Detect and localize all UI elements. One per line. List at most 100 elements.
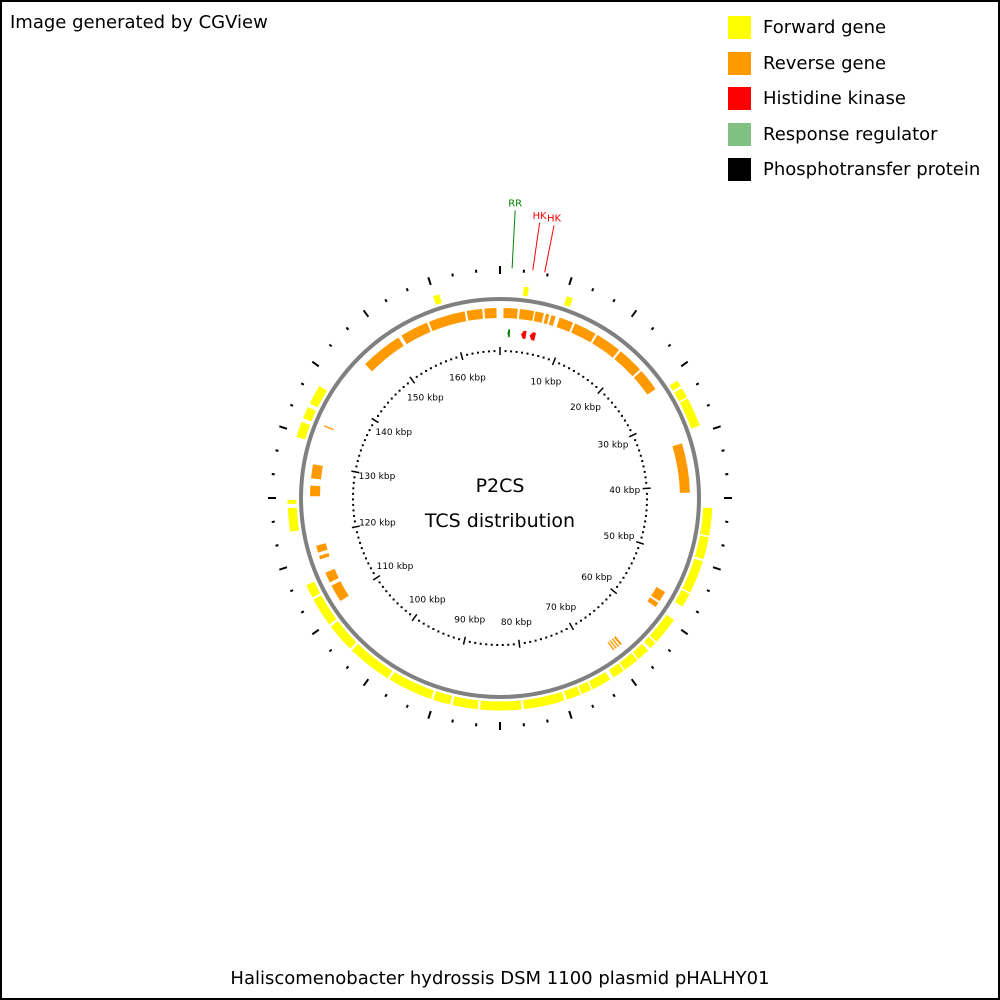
- outer-tick: [667, 648, 672, 653]
- ruler-tick-label: 70 kbp: [545, 603, 576, 613]
- ruler-minor-tick: [643, 525, 646, 528]
- ruler-minor-tick: [630, 562, 633, 565]
- ruler-tick-label: 30 kbp: [598, 441, 629, 451]
- outer-tick: [568, 277, 573, 286]
- ruler-minor-tick: [362, 552, 365, 555]
- legend-item-reverse-gene: Reverse gene: [728, 46, 980, 82]
- legend-swatch: [728, 51, 751, 75]
- ruler-major-tick: [351, 525, 360, 529]
- reverse-gene: [607, 641, 615, 651]
- ruler-minor-tick: [490, 643, 493, 646]
- ruler-minor-tick: [353, 476, 356, 479]
- forward-gene-track: [287, 286, 713, 711]
- ruler-minor-tick: [442, 632, 445, 635]
- ruler-minor-tick: [582, 375, 585, 378]
- forward-gene: [389, 671, 434, 699]
- ruler-minor-tick: [545, 636, 548, 639]
- ruler-minor-tick: [479, 642, 482, 645]
- ruler-minor-tick: [452, 636, 455, 639]
- center-subtitle: TCS distribution: [424, 510, 575, 532]
- outer-tick: [427, 710, 432, 719]
- ruler-minor-tick: [427, 625, 430, 628]
- ruler-minor-tick: [625, 572, 628, 575]
- outer-tick: [712, 566, 721, 571]
- ruler-minor-tick: [572, 369, 575, 372]
- outer-tick: [650, 665, 655, 670]
- ruler-tick-label: 100 kbp: [409, 596, 446, 606]
- outer-tick: [405, 704, 409, 709]
- forward-gene: [522, 286, 529, 297]
- outer-tick: [384, 693, 388, 698]
- ruler-minor-tick: [523, 641, 526, 644]
- reverse-gene: [484, 308, 497, 319]
- outer-tick: [546, 273, 549, 277]
- forward-gene: [563, 296, 573, 307]
- ruler-major-tick: [635, 540, 645, 545]
- ruler-major-tick: [628, 432, 637, 438]
- ruler-minor-tick: [357, 536, 360, 539]
- ruler-minor-tick: [628, 567, 631, 570]
- ruler-minor-tick: [359, 541, 362, 544]
- ruler-minor-tick: [644, 476, 647, 479]
- legend-label: Response regulator: [763, 123, 938, 145]
- feature-label: RR: [508, 198, 522, 209]
- reverse-gene: [672, 443, 690, 494]
- outer-tick: [279, 425, 288, 430]
- ruler-major-tick: [371, 417, 379, 424]
- ruler-minor-tick: [352, 492, 355, 495]
- feature-label-layer: RR HK HK: [508, 198, 562, 273]
- ruler-minor-tick: [645, 498, 648, 501]
- ruler-minor-tick: [605, 598, 608, 601]
- ruler-minor-tick: [626, 424, 629, 427]
- outer-tick: [427, 277, 432, 286]
- outer-tick: [612, 298, 616, 303]
- ruler-minor-tick: [367, 562, 370, 565]
- ruler-minor-tick: [355, 465, 358, 468]
- ruler-minor-tick: [356, 531, 359, 534]
- forward-gene: [632, 643, 649, 660]
- reverse-gene: [466, 308, 484, 321]
- ruler-minor-tick: [529, 640, 532, 643]
- outer-tick: [695, 610, 700, 614]
- ruler-minor-tick: [619, 581, 622, 584]
- legend-swatch: [728, 16, 751, 40]
- ruler-minor-tick: [352, 498, 355, 501]
- forward-gene: [306, 581, 321, 598]
- ruler-minor-tick: [358, 454, 361, 457]
- ruler-minor-tick: [629, 429, 632, 432]
- reverse-gene: [609, 639, 617, 649]
- ruler-minor-tick: [387, 401, 390, 404]
- outer-tick: [345, 326, 350, 331]
- legend-item-phosphotransfer-protein: Phosphotransfer protein: [728, 152, 980, 188]
- ruler-major-tick: [568, 622, 575, 631]
- ruler-minor-tick: [364, 557, 367, 560]
- reverse-gene: [592, 334, 620, 358]
- ruler-minor-tick: [639, 454, 642, 457]
- ruler-minor-tick: [471, 352, 474, 355]
- ruler-minor-tick: [591, 382, 594, 385]
- legend-label: Phosphotransfer protein: [763, 159, 981, 181]
- ruler-minor-tick: [603, 393, 606, 396]
- ruler-minor-tick: [352, 503, 355, 506]
- forward-gene: [563, 686, 581, 700]
- ruler-minor-tick: [531, 353, 534, 356]
- ruler-minor-tick: [617, 410, 620, 413]
- ruler-minor-tick: [542, 356, 545, 359]
- outer-tick: [275, 544, 279, 547]
- ruler-minor-tick: [645, 481, 648, 484]
- reverse-gene: [647, 597, 659, 608]
- reverse-gene: [543, 313, 550, 325]
- outer-tick: [706, 589, 711, 593]
- ruler-minor-tick: [368, 429, 371, 432]
- ruler-major-tick: [610, 588, 618, 595]
- ruler-minor-tick: [614, 405, 617, 408]
- reverse-gene-track: [310, 308, 690, 651]
- ruler-minor-tick: [450, 358, 453, 361]
- ruler-minor-tick: [610, 401, 613, 404]
- reverse-gene: [633, 371, 656, 395]
- ruler-minor-tick: [609, 594, 612, 597]
- forward-gene: [287, 507, 300, 532]
- ruler-minor-tick: [537, 355, 540, 358]
- ruler-major-tick: [462, 636, 467, 645]
